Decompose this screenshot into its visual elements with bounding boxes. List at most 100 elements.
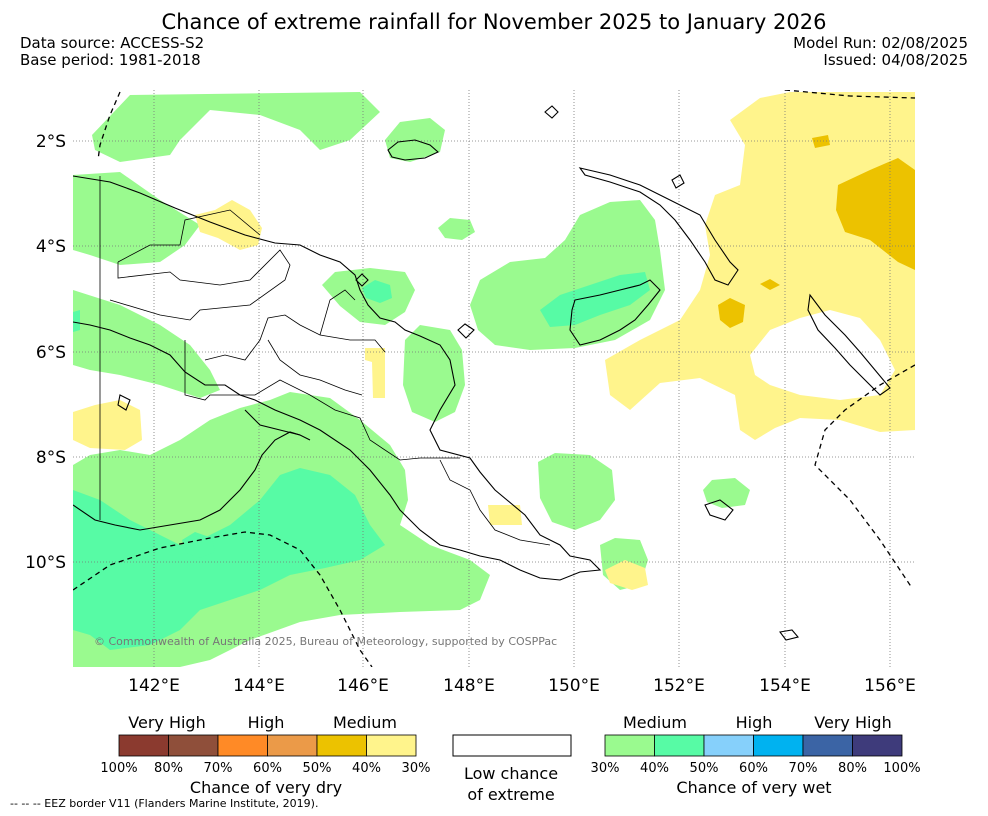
base-period-text: Base period: 1981-2018	[20, 51, 201, 69]
wet-swatches	[604, 734, 903, 757]
dry-region-north-west	[195, 200, 262, 250]
dry-region-strip	[365, 348, 385, 398]
low-chance-swatch	[452, 734, 572, 757]
wet-swatch-4	[802, 734, 853, 757]
eez-north-east	[784, 90, 915, 99]
small-island-2	[457, 323, 475, 339]
wet-legend-caption: Chance of very wet	[676, 778, 831, 797]
dry-category-high: High	[248, 713, 285, 732]
bougainville-coast	[807, 293, 891, 396]
border-2	[109, 249, 291, 321]
dry-swatch-0	[118, 734, 169, 757]
lon-label-150e: 150°E	[548, 676, 600, 696]
south-coast	[73, 431, 311, 531]
dry-tick-0: 100%	[100, 761, 137, 776]
wet-swatch-0	[604, 734, 655, 757]
fly-river-coast	[244, 409, 301, 436]
dry-tick-4: 50%	[303, 761, 332, 776]
provincial-borders	[99, 176, 551, 546]
wet-category-medium: Medium	[623, 713, 687, 732]
wet-high-sepik	[362, 280, 392, 303]
wet-tick-2: 50%	[690, 761, 719, 776]
dry-tick-6: 30%	[402, 761, 431, 776]
wet-swatch-3	[753, 734, 804, 757]
longitude-labels: 142°E 144°E 146°E 148°E 150°E 152°E 154°…	[128, 676, 916, 696]
dry-swatch-1	[168, 734, 219, 757]
dry-region-gulf-small	[488, 505, 522, 525]
dry-mid-small-2	[760, 279, 780, 290]
small-island-4	[704, 499, 734, 521]
small-island-7	[671, 174, 685, 189]
wet-high-west	[73, 310, 80, 332]
wet-swatch-5	[852, 734, 903, 757]
dry-swatch-4	[316, 734, 367, 757]
meta-left: Data source: ACCESS-S2 Base period: 1981…	[20, 35, 204, 69]
lon-label-154e: 154°E	[759, 676, 811, 696]
lon-label-144e: 144°E	[233, 676, 285, 696]
border-5	[267, 339, 363, 396]
wet-tick-4: 70%	[789, 761, 818, 776]
low-chance-east	[750, 310, 895, 400]
wet-region-huon	[403, 325, 465, 422]
dry-region-south-east	[605, 560, 648, 590]
dry-mid-far-east	[836, 158, 915, 270]
issued-text: Issued: 04/08/2025	[823, 51, 968, 69]
wet-swatch-2	[703, 734, 754, 757]
lat-label-6s: 6°S	[36, 343, 66, 363]
dry-category-very-high: Very High	[128, 713, 205, 732]
dry-mid-small-3	[812, 135, 830, 148]
new-britain-coast	[569, 279, 661, 346]
manus-coast	[387, 139, 440, 161]
dry-mid-small-1	[718, 298, 745, 328]
copyright-text: © Commonwealth of Australia 2025, Bureau…	[94, 635, 557, 648]
dry-tick-1: 80%	[154, 761, 183, 776]
small-island-5	[779, 629, 799, 641]
wet-region-east	[703, 478, 750, 508]
wet-region-small-north	[438, 218, 475, 240]
model-run-text: Model Run: 02/08/2025	[793, 34, 968, 52]
eez-south-west	[73, 531, 373, 667]
low-chance-caption-1: Low chance	[464, 764, 558, 783]
dry-swatch-3	[267, 734, 318, 757]
dry-legend-caption: Chance of very dry	[190, 778, 342, 797]
dry-ticks: 100% 80% 70% 60% 50% 40% 30%	[100, 761, 430, 776]
lon-label-146e: 146°E	[337, 676, 389, 696]
wet-region-gulf	[538, 453, 615, 530]
wet-high-new-britain	[540, 272, 650, 327]
wet-legend: Medium High Very High 30% 40% 50% 60% 70% 80%…	[591, 713, 921, 797]
wet-tick-3: 60%	[739, 761, 768, 776]
wet-category-very-high: Very High	[814, 713, 891, 732]
low-chance-caption-2: of extreme	[467, 785, 554, 804]
lon-label-152e: 152°E	[653, 676, 705, 696]
lat-label-10s: 10°S	[25, 553, 66, 573]
small-island-6	[544, 105, 559, 119]
meta-right: Model Run: 02/08/2025 Issued: 04/08/2025	[793, 35, 968, 69]
lon-label-156e: 156°E	[864, 676, 916, 696]
wet-region-new-britain	[470, 200, 665, 350]
small-island-3	[117, 394, 131, 411]
border-6	[439, 459, 551, 546]
wet-high-south	[73, 468, 385, 650]
latitude-labels: 2°S 4°S 6°S 8°S 10°S	[25, 132, 66, 573]
map-title: Chance of extreme rainfall for November …	[161, 10, 827, 34]
border-1	[117, 209, 261, 263]
wet-region-west-coast	[73, 172, 200, 265]
wet-tick-6: 100%	[883, 761, 920, 776]
gridlines	[73, 90, 915, 667]
lat-label-8s: 8°S	[36, 448, 66, 468]
lat-label-4s: 4°S	[36, 237, 66, 257]
probability-shading	[73, 92, 915, 667]
dry-swatch-5	[366, 734, 417, 757]
border-3	[184, 340, 460, 461]
data-source-text: Data source: ACCESS-S2	[20, 34, 205, 52]
lon-label-148e: 148°E	[443, 676, 495, 696]
coastlines	[73, 105, 891, 641]
dry-tick-5: 40%	[352, 761, 381, 776]
wet-ticks: 30% 40% 50% 60% 70% 80% 100%	[591, 761, 921, 776]
wet-tick-1: 40%	[640, 761, 669, 776]
eez-east	[814, 364, 915, 589]
eez-footnote: -- -- -- EEZ border V11 (Flanders Marine…	[10, 797, 319, 810]
dry-tick-3: 60%	[253, 761, 282, 776]
border-7	[319, 289, 356, 336]
